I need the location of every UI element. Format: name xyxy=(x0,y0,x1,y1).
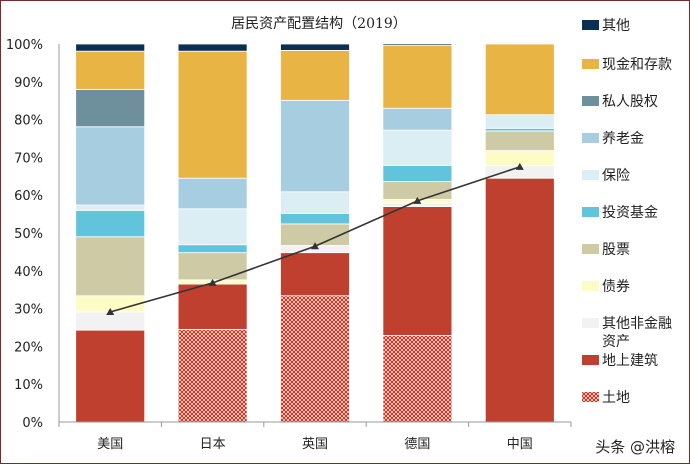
bar-segment xyxy=(280,212,350,225)
legend-swatch xyxy=(582,207,599,217)
y-tick-label: 90% xyxy=(14,76,43,91)
x-tick-label: 美国 xyxy=(97,437,123,452)
bar-segment xyxy=(177,43,248,52)
y-tick-label: 100% xyxy=(6,38,43,53)
bar-segment xyxy=(75,88,146,128)
bar-segment xyxy=(75,204,146,211)
bar-segment xyxy=(382,181,453,200)
trend-marker xyxy=(515,162,524,170)
y-tick-label: 0% xyxy=(22,416,43,431)
legend-label: 土地 xyxy=(602,390,630,406)
y-tick-label: 30% xyxy=(14,303,43,318)
legend-label: 地上建筑 xyxy=(602,353,658,369)
legend-label: 现金和存款 xyxy=(602,57,672,73)
legend-swatch xyxy=(582,170,599,180)
x-tick-label: 英国 xyxy=(302,437,328,452)
bar-segment xyxy=(75,329,146,423)
legend-swatch xyxy=(582,281,599,291)
bar-segment xyxy=(382,45,453,109)
bar-segment xyxy=(484,43,555,116)
bar-segment xyxy=(177,50,248,179)
bar-segment xyxy=(75,209,146,238)
legend-label: 资产 xyxy=(602,334,630,350)
bar-segment xyxy=(280,50,350,101)
legend-label: 养老金 xyxy=(602,131,644,147)
legend-label: 股票 xyxy=(602,242,630,258)
bar-segment xyxy=(280,191,350,214)
legend-swatch xyxy=(582,355,599,365)
y-tick-label: 50% xyxy=(14,227,43,242)
legend-swatch xyxy=(582,20,599,30)
legend-label: 投资基金 xyxy=(602,204,658,221)
bar-segment xyxy=(177,328,248,423)
legend-swatch xyxy=(582,96,599,106)
watermark: 头条 @洪榕 xyxy=(595,438,675,456)
bar-segment xyxy=(280,43,350,51)
bar-segment xyxy=(75,236,146,297)
bar-segment xyxy=(382,129,453,166)
y-tick-label: 60% xyxy=(14,189,43,204)
legend-swatch xyxy=(582,244,599,254)
bar-segment xyxy=(382,335,453,423)
bar-segment xyxy=(177,177,248,210)
bar-segment xyxy=(177,252,248,281)
chart-title: 居民资产配置结构（2019） xyxy=(231,16,407,32)
legend-label: 其他 xyxy=(602,18,630,34)
legend-label: 债券 xyxy=(602,279,630,295)
legend-swatch xyxy=(582,318,599,328)
trend-marker xyxy=(413,196,422,204)
bar-segment xyxy=(382,43,453,46)
y-tick-label: 20% xyxy=(14,340,43,355)
legend-swatch xyxy=(582,59,599,69)
legend-swatch xyxy=(582,392,599,402)
bar-segment xyxy=(75,126,146,206)
legend-label: 其他非金融 xyxy=(602,316,672,332)
trend-marker xyxy=(208,278,217,286)
legend-label: 保险 xyxy=(602,168,630,184)
bar-segment xyxy=(280,252,350,297)
y-tick-label: 40% xyxy=(14,265,43,280)
trend-marker xyxy=(311,242,319,250)
bar-segment xyxy=(382,107,453,131)
bar-segment xyxy=(484,114,555,129)
bar-segment xyxy=(177,208,248,246)
x-tick-label: 日本 xyxy=(200,437,226,452)
x-tick-label: 德国 xyxy=(404,437,430,452)
x-tick-label: 中国 xyxy=(507,437,533,452)
bar-segment xyxy=(177,244,248,254)
legend-swatch xyxy=(582,133,599,143)
bar-segment xyxy=(75,50,146,90)
bar-segment xyxy=(280,99,350,193)
y-tick-label: 70% xyxy=(14,151,43,166)
bar-segment xyxy=(382,164,453,182)
legend-label: 私人股权 xyxy=(602,94,658,110)
bar-segment xyxy=(484,177,555,423)
y-tick-label: 10% xyxy=(14,378,43,393)
trend-marker xyxy=(106,308,115,316)
bar-segment xyxy=(177,283,248,330)
bar-segment xyxy=(75,43,146,52)
y-tick-label: 80% xyxy=(14,114,43,129)
bar-segment xyxy=(280,295,350,423)
bar-segment xyxy=(484,130,555,151)
bar-segment xyxy=(382,206,453,336)
